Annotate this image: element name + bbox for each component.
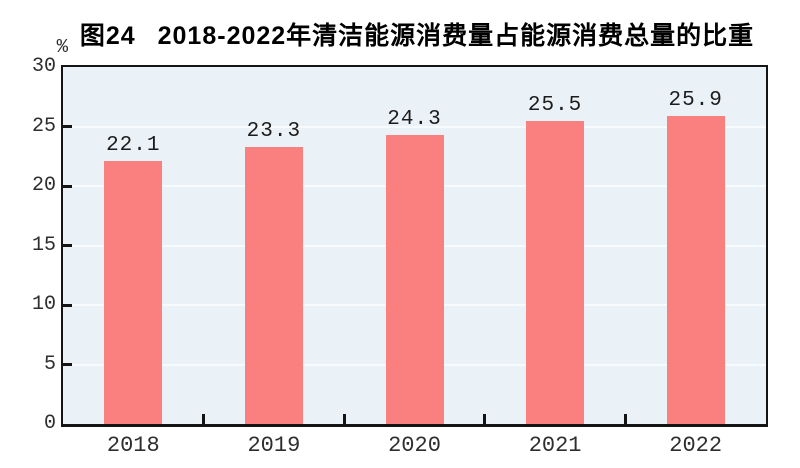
chart-title: 图24 2018-2022年清洁能源消费量占能源消费总量的比重 xyxy=(34,16,800,52)
y-axis-label-20: 20 xyxy=(31,174,56,197)
x-axis-tick-2 xyxy=(342,414,346,424)
bar-value-2020: 24.3 xyxy=(387,107,442,131)
bar-2018 xyxy=(104,161,163,424)
plot-area: 22.1 23.3 24.3 25.5 25.9 xyxy=(61,65,768,427)
y-axis-tick-15 xyxy=(63,244,72,247)
y-axis-tick-5 xyxy=(63,363,72,366)
gridline-25 xyxy=(63,125,766,128)
y-axis-label-25: 25 xyxy=(31,114,56,138)
bar-value-2019: 23.3 xyxy=(246,119,302,143)
bar-2021 xyxy=(526,120,585,424)
bar-2022 xyxy=(666,115,725,424)
bar-value-2022: 25.9 xyxy=(668,88,723,112)
y-axis-label-15: 15 xyxy=(31,233,56,257)
x-axis-label-2020: 2020 xyxy=(388,433,441,458)
bar-2019 xyxy=(244,146,303,424)
y-axis-tick-10 xyxy=(63,303,72,307)
chart-title-text: 2018-2022年清洁能源消费量占能源消费总量的比重 xyxy=(157,22,755,50)
y-axis-tick-25 xyxy=(63,125,72,128)
y-axis-label-30: 30 xyxy=(31,55,56,78)
bar-2020 xyxy=(385,134,444,424)
y-axis-label-5: 5 xyxy=(43,352,56,376)
x-axis-tick-1 xyxy=(202,414,206,424)
x-axis-tick-3 xyxy=(483,414,487,424)
x-axis-label-2021: 2021 xyxy=(528,433,582,458)
y-axis-label-0: 0 xyxy=(43,412,56,435)
y-axis-unit-label: % xyxy=(56,36,68,58)
y-axis-tick-20 xyxy=(63,184,72,188)
x-axis-label-2022: 2022 xyxy=(669,433,723,458)
x-axis-label-2018: 2018 xyxy=(106,433,160,458)
y-axis-label-10: 10 xyxy=(31,293,56,316)
bar-value-2018: 22.1 xyxy=(106,134,161,158)
x-axis-tick-4 xyxy=(623,414,627,424)
x-axis-label-2019: 2019 xyxy=(247,433,301,458)
bar-value-2021: 25.5 xyxy=(527,93,583,117)
figure-number-label: 图24 xyxy=(79,22,136,50)
